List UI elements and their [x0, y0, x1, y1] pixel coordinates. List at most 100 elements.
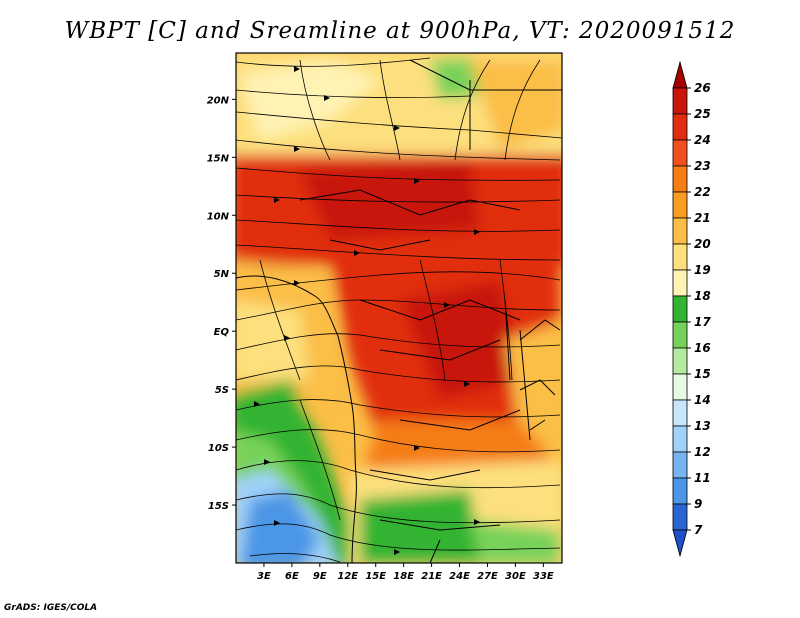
y-tick-label: EQ — [214, 327, 230, 338]
west-coastline — [236, 275, 357, 563]
colorbar-segment — [672, 165, 688, 193]
colorbar-segment — [672, 269, 688, 297]
colorbar-segment — [672, 503, 688, 531]
arrow-13 — [254, 401, 260, 407]
colorbar-label: 13 — [694, 419, 711, 433]
arrow-11 — [284, 335, 290, 341]
colorbar-segment — [672, 477, 688, 505]
streamline-arrows — [254, 66, 480, 555]
colorbar-segment — [672, 425, 688, 453]
y-tick-label: 20N — [207, 95, 230, 106]
colorbar-segment — [672, 295, 688, 323]
colorbar-label: 9 — [694, 497, 702, 511]
streamline-23 — [259, 259, 301, 381]
arrow-12 — [464, 381, 470, 387]
x-tick-label: 3E — [257, 571, 271, 582]
arrow-14 — [414, 445, 420, 451]
region-north-pale — [240, 60, 380, 140]
colorbar-segment — [672, 243, 688, 271]
streamline-24 — [419, 259, 446, 381]
streamline-6 — [236, 194, 561, 203]
streamline-16 — [236, 493, 561, 524]
colorbar-segment — [672, 87, 688, 115]
field-regions — [236, 53, 562, 563]
streamline-22 — [504, 59, 541, 161]
x-tick-label: 18E — [393, 571, 414, 582]
streamline-13 — [236, 399, 561, 418]
colorbar-segment — [672, 217, 688, 245]
streamline-11 — [236, 333, 561, 351]
colorbar-label: 23 — [694, 159, 711, 173]
arrow-15 — [264, 459, 270, 465]
colorbar-segment — [672, 373, 688, 401]
colorbar-label: 15 — [694, 367, 711, 381]
chart-title: WBPT [C] and Sreamline at 900hPa, VT: 20… — [64, 18, 736, 44]
region-atlantic-deep — [241, 490, 320, 563]
colorbar-segment — [672, 347, 688, 375]
x-tick-label: 6E — [285, 571, 299, 582]
arrow-8 — [354, 250, 360, 256]
y-axis: 20N 15N 10N 5N EQ 5S 10S 15S — [207, 95, 236, 512]
map-frame — [235, 52, 563, 564]
arrow-5 — [414, 178, 420, 184]
colorbar-label: 18 — [694, 289, 711, 303]
colorbar-label: 25 — [694, 107, 711, 121]
x-tick-label: 9E — [313, 571, 327, 582]
arrow-7 — [474, 229, 480, 235]
region-se-green — [470, 520, 560, 563]
colorbar-label: 7 — [694, 523, 703, 537]
lake-outlines — [519, 319, 561, 431]
streamline-14 — [236, 429, 561, 453]
streamline-12 — [236, 365, 561, 383]
region-ne-green — [430, 58, 480, 100]
streamline-19 — [299, 59, 331, 161]
y-tick-label: 10S — [208, 443, 229, 454]
streamline-18 — [249, 553, 341, 563]
x-tick-label: 30E — [505, 571, 526, 582]
arrow-4 — [294, 146, 300, 152]
colorbar-label: 14 — [694, 393, 711, 407]
y-tick-label: 10N — [207, 211, 230, 222]
streamline-15 — [236, 460, 561, 489]
y-tick-label: 5S — [215, 385, 229, 396]
arrow-9 — [294, 280, 300, 286]
streamline-25 — [499, 259, 513, 381]
colorbar: 26 25 24 23 22 21 20 19 18 17 16 15 14 13 12 11 9 7 — [672, 60, 711, 558]
colorbar-segment — [672, 529, 688, 558]
arrow-1 — [294, 66, 300, 72]
x-tick-label: 24E — [449, 571, 470, 582]
colorbar-label: 26 — [694, 81, 711, 95]
x-tick-label: 21E — [421, 571, 442, 582]
arrow-16 — [474, 519, 480, 525]
colorbar-label: 24 — [694, 133, 711, 147]
streamline-7 — [236, 219, 561, 232]
colorbar-segment — [672, 399, 688, 427]
colorbar-segment — [672, 451, 688, 479]
x-tick-label: 27E — [477, 571, 498, 582]
country-borders — [299, 59, 562, 563]
streamline-5 — [236, 167, 561, 181]
coastlines — [236, 59, 562, 563]
colorbar-label: 17 — [694, 315, 711, 329]
colorbar-label: 12 — [694, 445, 711, 459]
colorbar-label: 21 — [694, 211, 711, 225]
colorbar-label: 22 — [694, 185, 711, 199]
arrow-2 — [324, 95, 330, 101]
region-gulf-pale — [236, 300, 310, 380]
colorbar-label: 20 — [694, 237, 711, 251]
colorbar-label: 19 — [694, 263, 711, 277]
colorbar-segment — [672, 113, 688, 141]
region-ne-orange — [470, 60, 562, 150]
arrow-17 — [274, 520, 280, 526]
streamline-8 — [236, 244, 561, 261]
streamline-2 — [236, 89, 471, 98]
arrow-10 — [444, 302, 450, 308]
colorbar-segment — [672, 139, 688, 167]
streamline-4 — [236, 139, 561, 161]
arrow-18 — [394, 549, 400, 555]
streamline-21 — [454, 59, 491, 161]
temperature-field — [236, 53, 562, 563]
x-tick-label: 15E — [365, 571, 386, 582]
colorbar-segment — [672, 191, 688, 219]
